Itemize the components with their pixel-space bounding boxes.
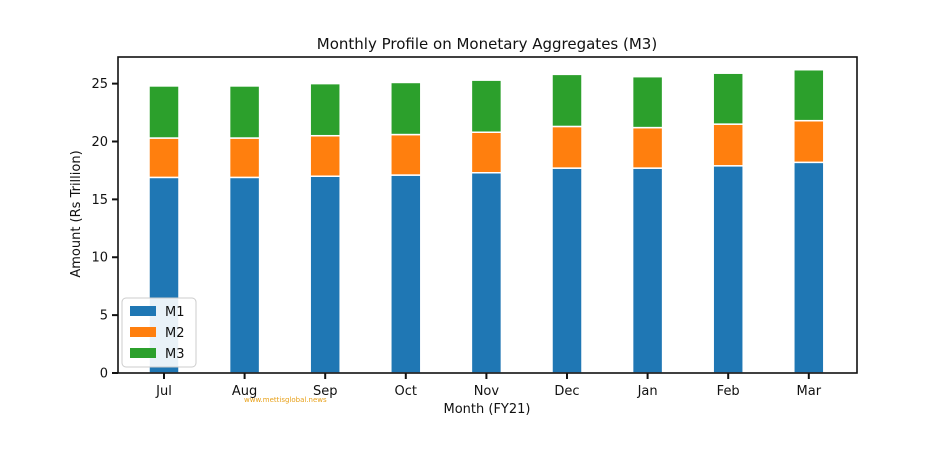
legend-swatch-m3 xyxy=(130,348,156,358)
y-axis-label: Amount (Rs Trillion) xyxy=(69,150,84,277)
y-axis: 0 5 10 15 20 25 xyxy=(91,77,118,382)
x-tick-label: Aug xyxy=(232,384,257,399)
plot-frame xyxy=(117,56,858,374)
bar-m1-dec xyxy=(551,167,583,374)
bar-m2-jan xyxy=(631,126,664,169)
bar-m2-aug xyxy=(228,137,261,179)
bar-m1-aug xyxy=(228,176,261,374)
x-tick-label: Feb xyxy=(717,384,740,399)
x-tick-label: Sep xyxy=(313,384,338,399)
bar-m2-dec xyxy=(551,125,583,169)
bar-m1-nov xyxy=(470,172,503,374)
bar-m3-feb xyxy=(712,72,744,125)
bar-m3-dec xyxy=(551,73,583,128)
bar-m3-jul xyxy=(148,85,180,139)
bar-m1-jan xyxy=(631,167,664,374)
legend-label-m1: M1 xyxy=(165,305,185,320)
bar-m2-feb xyxy=(712,123,744,167)
y-tick-label: 15 xyxy=(91,193,108,208)
legend-swatch-m1 xyxy=(130,306,156,316)
x-axis-label: Month (FY21) xyxy=(444,402,531,417)
bar-m1-oct xyxy=(390,174,422,374)
bars-layer xyxy=(148,68,825,374)
y-tick-label: 0 xyxy=(100,367,108,382)
bar-m3-aug xyxy=(228,85,261,139)
bar-m3-mar xyxy=(793,68,825,122)
x-tick-label: Oct xyxy=(395,384,417,399)
bar-m3-sep xyxy=(309,82,341,137)
watermark: www.mettisglobal.news xyxy=(244,396,327,404)
legend-label-m3: M3 xyxy=(165,347,185,362)
bar-m2-sep xyxy=(309,134,341,177)
y-tick-label: 5 xyxy=(100,309,108,324)
x-axis: Jul Aug Sep Oct Nov Dec Jan Feb Mar xyxy=(155,373,822,399)
x-tick-label: Mar xyxy=(797,384,822,399)
chart-title: Monthly Profile on Monetary Aggregates (… xyxy=(317,35,657,53)
y-tick-label: 25 xyxy=(91,77,108,92)
bar-m3-nov xyxy=(470,79,503,133)
bar-m2-nov xyxy=(470,131,503,174)
y-tick-label: 20 xyxy=(91,135,108,150)
bar-m2-jul xyxy=(148,137,180,179)
x-tick-label: Dec xyxy=(554,384,579,399)
legend-label-m2: M2 xyxy=(165,326,185,341)
bar-m2-oct xyxy=(390,133,422,176)
bar-m1-mar xyxy=(793,161,825,374)
x-tick-label: Nov xyxy=(474,384,500,399)
bar-m3-oct xyxy=(390,81,422,136)
bar-m1-feb xyxy=(712,165,744,374)
bar-m2-mar xyxy=(793,119,825,164)
bar-m3-jan xyxy=(631,75,664,129)
legend-swatch-m2 xyxy=(130,327,156,337)
legend: M1 M2 M3 xyxy=(121,297,197,368)
y-tick-label: 10 xyxy=(91,251,108,266)
x-tick-label: Jul xyxy=(155,384,172,399)
x-tick-label: Jan xyxy=(637,384,658,399)
bar-m1-sep xyxy=(309,175,341,374)
